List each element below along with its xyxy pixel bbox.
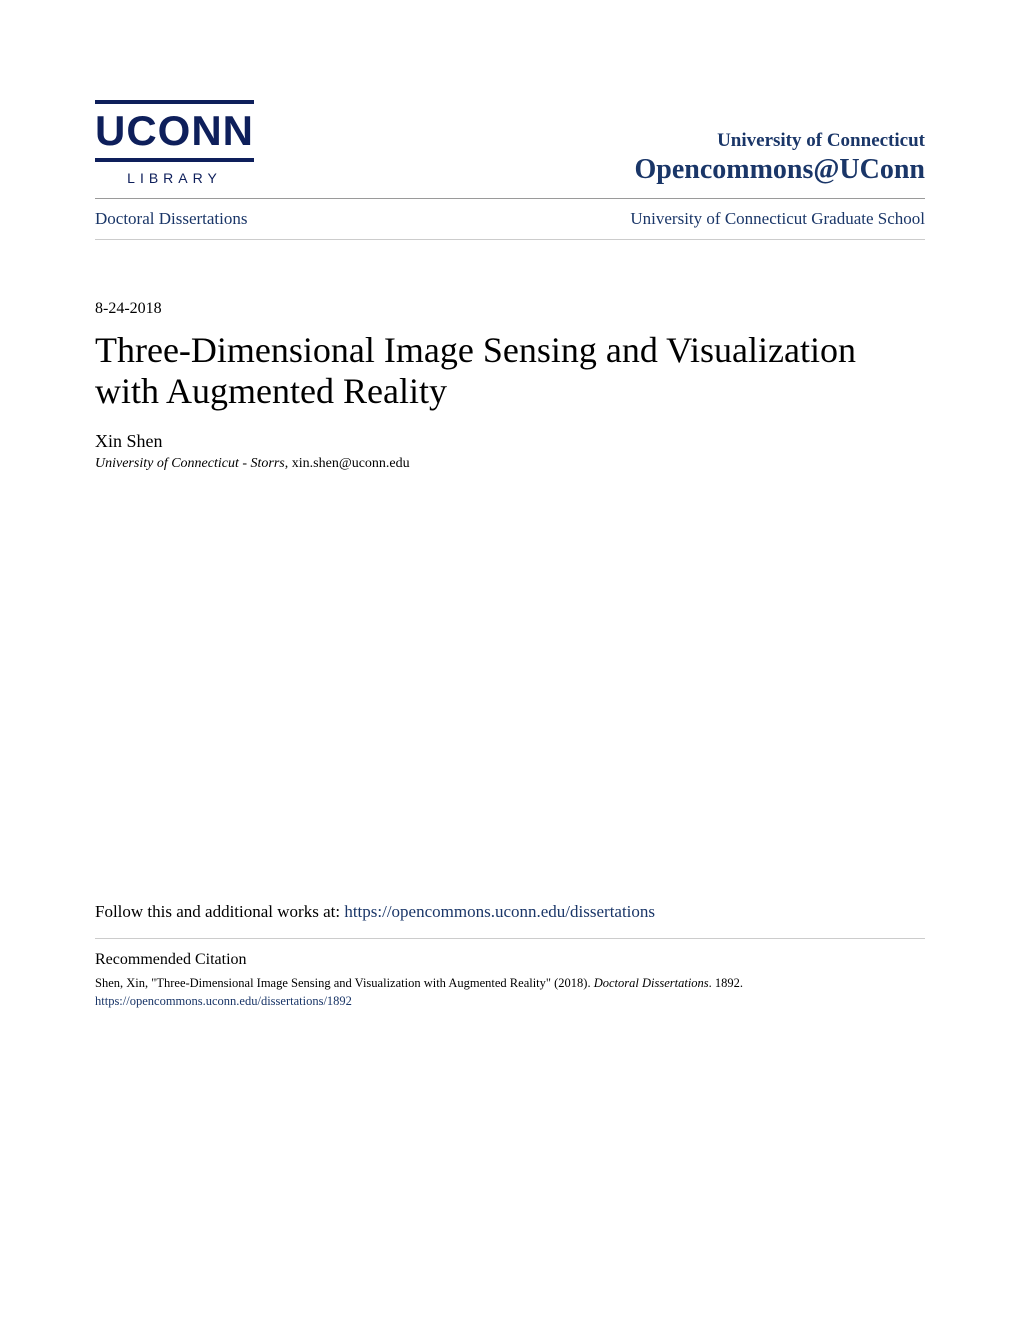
affiliation-separator: , xyxy=(285,456,292,471)
citation-suffix: . 1892. xyxy=(709,976,743,990)
breadcrumb-row: Doctoral Dissertations University of Con… xyxy=(95,199,925,239)
library-subtext: LIBRARY xyxy=(127,170,222,186)
follow-prefix: Follow this and additional works at: xyxy=(95,902,344,921)
citation-text: Shen, Xin, "Three-Dimensional Image Sens… xyxy=(95,975,925,992)
follow-section: Follow this and additional works at: htt… xyxy=(95,902,925,922)
uconn-library-logo: UCONN LIBRARY xyxy=(95,100,254,186)
citation-series: Doctoral Dissertations xyxy=(594,976,709,990)
institution-block: University of Connecticut Opencommons@UC… xyxy=(634,130,925,186)
paper-title: Three-Dimensional Image Sensing and Visu… xyxy=(95,330,925,413)
repository-name[interactable]: Opencommons@UConn xyxy=(634,154,925,186)
breadcrumb-school[interactable]: University of Connecticut Graduate Schoo… xyxy=(630,209,925,229)
institution-name: University of Connecticut xyxy=(634,130,925,152)
author-name: Xin Shen xyxy=(95,431,925,452)
publication-date: 8-24-2018 xyxy=(95,300,925,318)
header-row: UCONN LIBRARY University of Connecticut … xyxy=(95,100,925,186)
divider-bottom xyxy=(95,938,925,939)
uconn-wordmark: UCONN xyxy=(95,100,254,162)
citation-url[interactable]: https://opencommons.uconn.edu/dissertati… xyxy=(95,994,925,1009)
author-affiliation: University of Connecticut - Storrs, xin.… xyxy=(95,456,925,472)
affiliation-text: University of Connecticut - Storrs xyxy=(95,456,285,471)
follow-link[interactable]: https://opencommons.uconn.edu/dissertati… xyxy=(344,902,655,921)
citation-prefix: Shen, Xin, "Three-Dimensional Image Sens… xyxy=(95,976,594,990)
author-email: xin.shen@uconn.edu xyxy=(292,456,410,471)
divider-mid xyxy=(95,239,925,240)
breadcrumb-collection[interactable]: Doctoral Dissertations xyxy=(95,209,248,229)
citation-heading: Recommended Citation xyxy=(95,951,925,969)
